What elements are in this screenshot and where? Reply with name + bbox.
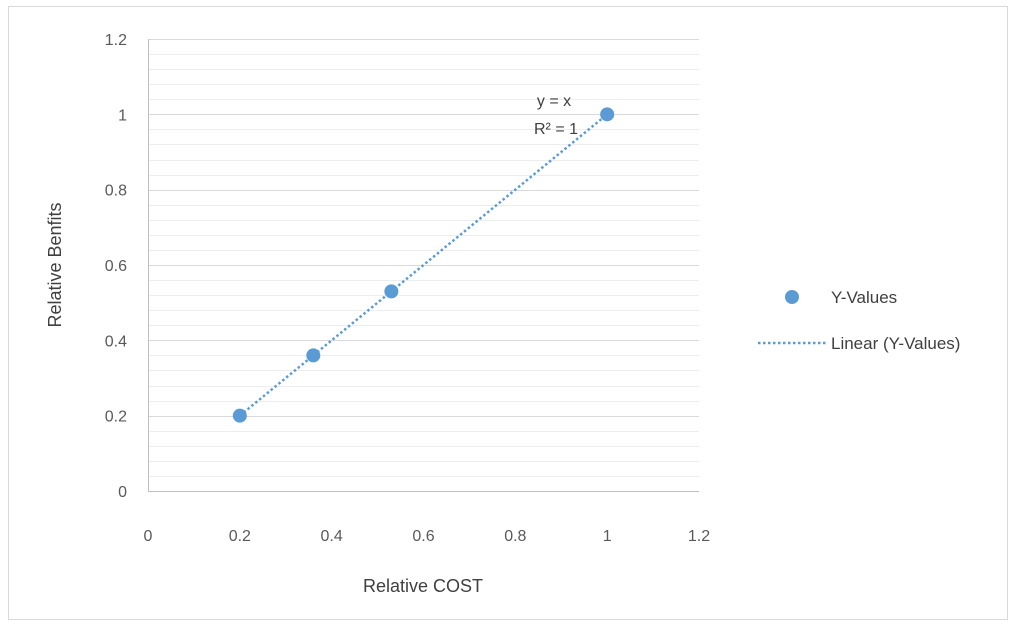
scatter-chart: 0 0.2 0.4 0.6 0.8 1 1.2 0 0.2 0.4 0.6 0.8 1 1.2 y = …: [45, 32, 960, 596]
x-tick-label: 1.2: [688, 528, 710, 545]
legend-marker-y-values: [785, 290, 799, 304]
x-tick-label: 1: [603, 528, 612, 545]
x-tick-label: 0: [144, 528, 153, 545]
gridlines: [148, 39, 699, 477]
legend: Y-Values Linear (Y-Values): [758, 288, 960, 353]
data-point: [232, 408, 247, 423]
y-tick-labels: 0 0.2 0.4 0.6 0.8 1 1.2: [105, 32, 127, 501]
legend-label-trendline: Linear (Y-Values): [831, 334, 960, 353]
y-tick-label: 0.8: [105, 183, 127, 200]
y-tick-label: 0.6: [105, 258, 127, 275]
trendline: [239, 113, 608, 417]
y-tick-label: 1.2: [105, 32, 127, 49]
data-point: [384, 284, 399, 299]
y-tick-label: 0.4: [105, 333, 127, 350]
trendline-equation-text: y = x: [537, 93, 571, 110]
y-tick-label: 1: [118, 107, 127, 124]
chart-frame: 0 0.2 0.4 0.6 0.8 1 1.2 0 0.2 0.4 0.6 0.8 1 1.2 y = …: [8, 6, 1008, 620]
trendline-equation: y = x R² = 1: [534, 93, 578, 138]
data-points: [232, 107, 615, 423]
data-point: [600, 107, 615, 122]
y-tick-label: 0: [118, 484, 127, 501]
x-tick-label: 0.6: [412, 528, 434, 545]
axes: [148, 39, 699, 492]
x-tick-label: 0.2: [229, 528, 251, 545]
trendline-r-squared-text: R² = 1: [534, 121, 578, 138]
x-axis-title: Relative COST: [363, 576, 483, 596]
trendline-layer: [239, 113, 608, 417]
x-tick-label: 0.4: [321, 528, 343, 545]
x-tick-labels: 0 0.2 0.4 0.6 0.8 1 1.2: [144, 528, 711, 545]
data-point: [306, 348, 321, 363]
legend-label-y-values: Y-Values: [831, 288, 897, 307]
x-tick-label: 0.8: [504, 528, 526, 545]
y-tick-label: 0.2: [105, 409, 127, 426]
y-axis-title: Relative Benfits: [45, 202, 65, 327]
